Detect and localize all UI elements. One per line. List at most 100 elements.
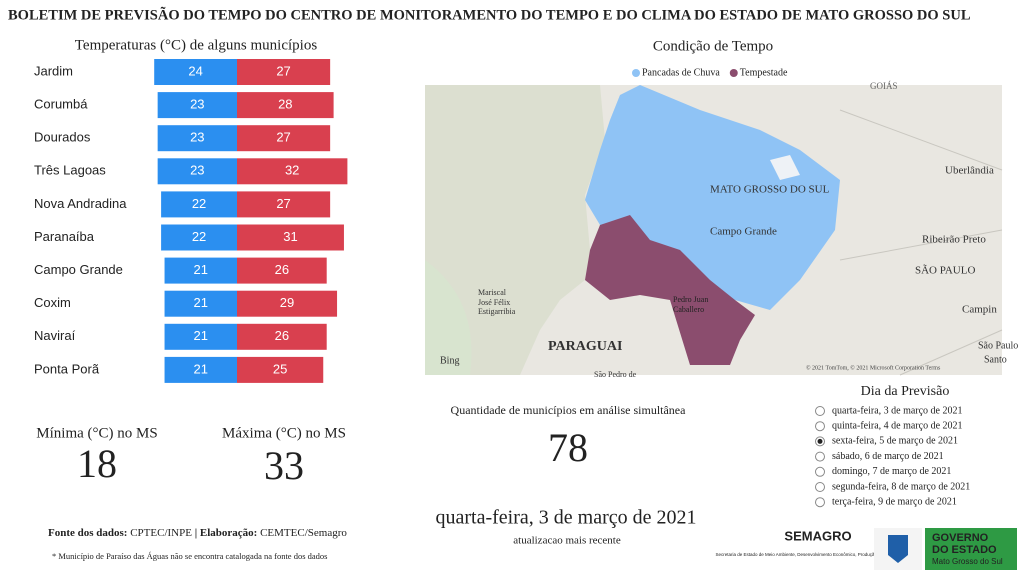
bar-label: 32	[285, 163, 299, 178]
map-label: Mariscal	[478, 288, 507, 297]
legend-dot	[729, 69, 738, 77]
bar	[237, 92, 334, 119]
category-label: Jardim	[34, 63, 73, 78]
bar	[157, 92, 237, 119]
map-label: PARAGUAI	[548, 339, 622, 354]
map-legend: Pancadas de Chuva Tempestade	[632, 67, 788, 78]
map-label: Campo Grande	[710, 226, 777, 238]
category-label: Nova Andradina	[34, 196, 127, 211]
map-label: José Félix	[478, 298, 510, 307]
chart-title: Temperaturas (°C) de alguns municípios	[75, 37, 318, 53]
source: Fonte dos dados: CPTEC/INPE | Elaboração…	[48, 527, 347, 539]
map-land	[425, 85, 605, 375]
map-label: Bing	[440, 355, 459, 366]
bar	[154, 59, 237, 85]
radio[interactable]	[815, 482, 825, 492]
max-value: 33	[264, 443, 304, 488]
crest-shield	[888, 535, 908, 563]
bar	[237, 224, 344, 251]
bar-label: 26	[275, 328, 289, 343]
legend-label: Pancadas de Chuva	[642, 67, 720, 78]
count-label: Quantidade de municípios em análise simu…	[451, 403, 687, 417]
footnote: * Município de Paraíso das Águas não se …	[52, 551, 327, 561]
forecast-options: quarta-feira, 3 de março de 2021 quinta-f…	[815, 405, 970, 508]
bar-label: 21	[194, 262, 208, 277]
bar-label: 26	[275, 262, 289, 277]
bar	[237, 356, 324, 383]
bar-label: 29	[280, 295, 294, 310]
radio-label[interactable]: quarta-feira, 3 de março de 2021	[832, 405, 963, 416]
bar	[164, 290, 237, 317]
map-label: Uberlândia	[945, 165, 994, 177]
bar	[237, 323, 327, 350]
map-road	[839, 109, 1003, 376]
gov-text: GOVERNO	[932, 532, 989, 544]
bar	[237, 125, 331, 152]
bar	[164, 323, 237, 350]
bar-label: 23	[190, 97, 204, 112]
forecast-title: Dia da Previsão	[861, 384, 950, 399]
radio[interactable]	[815, 466, 825, 477]
map-label: Caballero	[673, 305, 704, 314]
bar	[161, 191, 237, 218]
map-label: Santo	[984, 354, 1007, 365]
radio[interactable]	[815, 406, 825, 416]
bar-label: 21	[194, 361, 208, 376]
category-label: Paranaíba	[34, 229, 95, 244]
date: quarta-feira, 3 de março de 2021	[436, 507, 697, 529]
bar-label: 23	[190, 130, 204, 145]
category-label: Corumbá	[34, 97, 88, 112]
map-storm	[585, 215, 755, 365]
bar	[237, 257, 327, 284]
bar	[237, 191, 331, 218]
radio-label[interactable]: terça-feira, 9 de março de 2021	[832, 496, 957, 507]
bar-label: 24	[188, 63, 202, 78]
bar	[164, 257, 237, 284]
map-hole	[770, 155, 800, 180]
map-label: Estigarribia	[478, 307, 516, 316]
radio-label[interactable]: segunda-feira, 8 de março de 2021	[832, 481, 970, 492]
bar-label: 31	[283, 229, 297, 244]
map-label: © 2021 TomTom, © 2021 Microsoft Corporat…	[806, 364, 941, 371]
bar-label: 22	[192, 196, 206, 211]
category-label: Coxim	[34, 295, 71, 310]
bar	[157, 125, 237, 152]
page-title: BOLETIM DE PREVISÃO DO TEMPO DO CENTRO D…	[8, 5, 971, 23]
legend-dot	[632, 69, 640, 77]
bar-label: 22	[192, 229, 206, 244]
semagro-logo: SEMAGRO	[784, 528, 851, 543]
bar-label: 21	[194, 295, 208, 310]
map: GOIÁS MATO GROSSO DO SUL Uberlândia Campo G…	[425, 81, 1018, 379]
map-land	[425, 260, 472, 375]
map-label: GOIÁS	[870, 81, 898, 91]
bar-label: 23	[190, 163, 204, 178]
bar-label: 27	[276, 196, 290, 211]
bar	[237, 158, 348, 185]
category-label: Três Lagoas	[34, 163, 106, 178]
radio-label[interactable]: sábado, 6 de março de 2021	[832, 451, 944, 462]
map-label: São Pedro de	[594, 370, 637, 379]
radio[interactable]	[815, 451, 825, 462]
semagro-sub: Secretaria de Estado de Meio Ambiente, D…	[715, 552, 921, 557]
map-label: Ribeirão Preto	[922, 234, 986, 246]
radio[interactable]	[815, 497, 825, 508]
radio-label[interactable]: sexta-feira, 5 de março de 2021	[832, 436, 958, 447]
logos: SEMAGRO Secretaria de Estado de Meio Amb…	[715, 528, 1017, 570]
category-label: Naviraí	[34, 328, 76, 343]
radio-label[interactable]: domingo, 7 de março de 2021	[832, 466, 951, 477]
radio-label[interactable]: quinta-feira, 4 de março de 2021	[832, 420, 963, 431]
map-label: Campin	[962, 304, 997, 316]
bar-label: 21	[194, 328, 208, 343]
map-title: Condição de Tempo	[653, 38, 773, 54]
category-label: Ponta Porã	[34, 361, 100, 376]
bar	[164, 356, 237, 383]
bar	[161, 224, 237, 251]
gov-text: Mato Grosso do Sul	[932, 557, 1003, 566]
bar-chart: Jardim 24 27 Corumbá 23 28 Dourados 23 27 Três La…	[34, 59, 348, 383]
count-value: 78	[548, 425, 588, 470]
legend-label: Tempestade	[740, 67, 788, 78]
map-label: MATO GROSSO DO SUL	[710, 184, 830, 196]
radio[interactable]	[815, 421, 825, 432]
gov-text: DO ESTADO	[932, 544, 997, 556]
